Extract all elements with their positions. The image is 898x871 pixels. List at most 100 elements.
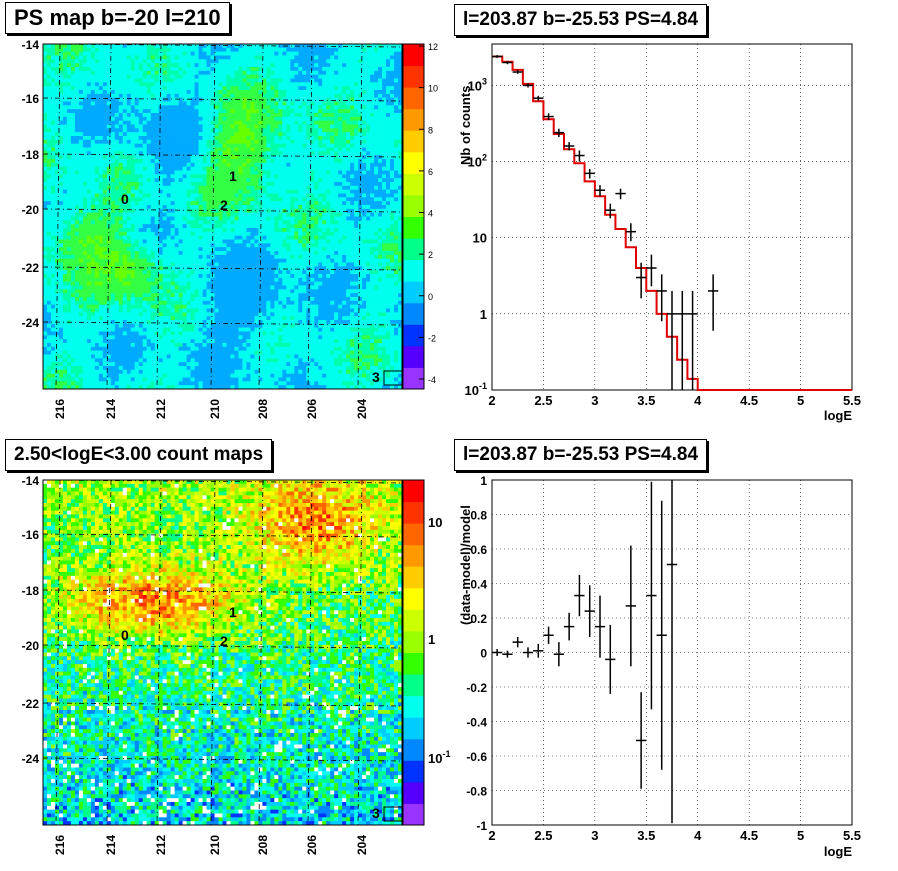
y-axis-label: (data-model)/model	[458, 505, 473, 625]
scale-band	[403, 238, 424, 261]
map-y-tick-label: -14	[22, 474, 40, 488]
x-axis-label: logE	[824, 408, 852, 423]
map-pixels	[43, 480, 403, 826]
scale-band	[403, 587, 424, 610]
map-grid-meridian	[357, 43, 363, 390]
map-y-tick-label: -14	[22, 38, 40, 52]
map-x-tick-label: 210	[208, 399, 222, 419]
map-grid-meridian	[307, 479, 313, 826]
scale-band	[403, 566, 424, 589]
y-tick-label: 1	[480, 474, 487, 488]
map-x-tick-label: 208	[256, 399, 270, 419]
source-label-3: 3	[372, 369, 380, 385]
y-tick-label: 10-1	[465, 381, 487, 398]
y-tick-label: -0.4	[466, 716, 487, 730]
scale-band	[403, 803, 424, 826]
x-tick-label: 2	[488, 393, 495, 408]
scale-band	[403, 216, 424, 239]
map-grid-meridian	[357, 479, 363, 826]
scale-band	[403, 194, 424, 217]
source-label-1: 1	[229, 168, 237, 184]
map-grid-meridian	[106, 43, 112, 390]
y-tick-label: 0	[480, 647, 487, 661]
scale-tick-label: 2	[428, 250, 433, 260]
map-grid-meridian	[55, 43, 61, 390]
scale-band	[403, 717, 424, 740]
map-x-tick-label: 214	[104, 835, 118, 855]
scale-band	[403, 324, 424, 347]
map-x-tick-label: 212	[154, 399, 168, 419]
x-tick-label: 5.5	[843, 393, 861, 408]
model-step-line	[492, 55, 852, 391]
y-tick-label: 0.4	[470, 578, 487, 592]
map-grid-meridian	[307, 43, 313, 390]
scale-band	[403, 151, 424, 174]
spectrum-plot: 2 2.5 3 3.5 4 4.5 5 5.5 10-1 1 10 102 103 logE Nb of c…	[458, 43, 861, 423]
count-map-title: 2.50<logE<3.00 count maps	[5, 439, 273, 471]
x-tick-label: 3	[591, 393, 598, 408]
y-tick-label: 102	[468, 153, 487, 170]
scale-tick-label: 10	[428, 84, 438, 94]
scale-tick-label: 8	[428, 125, 433, 135]
scale-band	[403, 87, 424, 110]
map-x-tick-label: 216	[53, 399, 67, 419]
scale-band	[403, 281, 424, 304]
y-tick-label: 1	[480, 307, 487, 322]
scale-tick-label: 6	[428, 167, 433, 177]
map-frame	[42, 479, 403, 826]
map-pixels	[43, 44, 403, 390]
residual-title: l=203.87 b=-25.53 PS=4.84	[454, 439, 708, 471]
y-axis-label: Nb of counts	[458, 86, 473, 165]
x-tick-label: 5.5	[843, 828, 861, 843]
x-tick-label: 2.5	[534, 393, 552, 408]
y-tick-label: 0.2	[470, 612, 487, 626]
x-tick-label: 3.5	[637, 828, 655, 843]
map-grid-meridian	[106, 479, 112, 826]
scale-band	[403, 480, 424, 503]
scale-band	[403, 781, 424, 804]
map-y-tick-label: -22	[22, 697, 40, 711]
map-grid-meridian	[210, 43, 216, 390]
scale-band	[403, 652, 424, 675]
map-x-tick-label: 206	[305, 399, 319, 419]
y-tick-label: 0.6	[470, 543, 487, 557]
scale-band	[403, 130, 424, 153]
map-x-tick-label: 210	[208, 835, 222, 855]
map-grid-meridian	[258, 479, 264, 826]
x-tick-label: 2.5	[534, 828, 552, 843]
scale-band	[403, 695, 424, 718]
y-tick-label: 10	[473, 231, 487, 246]
scale-tick-label: 10-1	[428, 749, 450, 766]
scale-tick-label: 12	[428, 42, 438, 52]
scale-band	[403, 630, 424, 653]
y-tick-label: 0.8	[470, 509, 487, 523]
count-color-scale: 10 1 10-1	[402, 479, 450, 826]
map-grid-meridian	[156, 43, 162, 390]
x-tick-label: 4.5	[740, 828, 758, 843]
scale-band	[403, 609, 424, 632]
count-map: 216 214 212 210 208 206 204 -14 -16 -18 -20 -22 -24 0…	[22, 474, 403, 855]
scale-band	[403, 523, 424, 546]
source-label-0: 0	[121, 191, 129, 207]
map-x-tick-label: 214	[104, 399, 118, 419]
map-y-tick-label: -20	[22, 203, 40, 217]
map-y-tick-label: -20	[22, 639, 40, 653]
map-y-tick-label: -18	[22, 148, 40, 162]
x-tick-label: 4	[694, 828, 702, 843]
map-y-tick-label: -18	[22, 584, 40, 598]
source-label-1: 1	[229, 604, 237, 620]
map-x-tick-label: 204	[355, 399, 369, 419]
scale-band	[403, 674, 424, 697]
scale-band	[403, 738, 424, 761]
source-label-2: 2	[220, 197, 228, 213]
map-y-tick-label: -24	[22, 316, 40, 330]
x-axis-label: logE	[824, 844, 852, 859]
map-x-tick-label: 216	[53, 835, 67, 855]
scale-band	[403, 760, 424, 783]
x-tick-label: 4	[694, 393, 702, 408]
x-tick-label: 5	[797, 393, 804, 408]
map-grid-meridian	[55, 479, 61, 826]
ps-color-scale: 12 10 8 6 4 2 0 -2 -4	[402, 42, 438, 390]
map-x-tick-label: 206	[305, 835, 319, 855]
